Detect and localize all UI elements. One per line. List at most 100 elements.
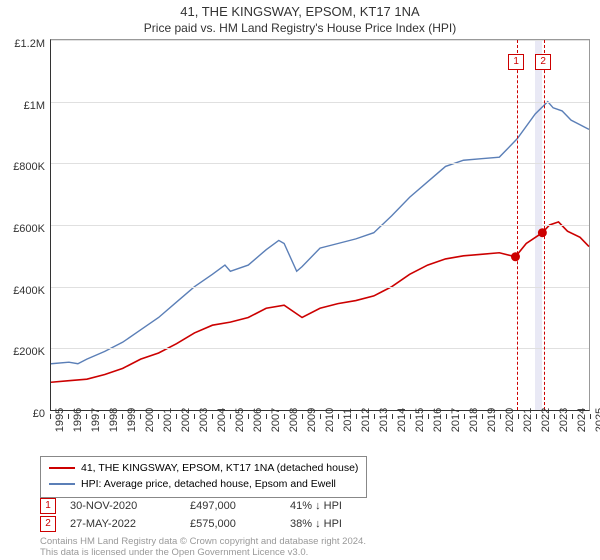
x-axis-label: 2020 [504,408,516,432]
x-tick [302,414,303,419]
y-axis-label: £1M [0,100,45,112]
data-marker [511,252,520,261]
x-axis-label: 2014 [396,408,408,432]
x-tick [554,414,555,419]
legend-label: HPI: Average price, detached house, Epso… [81,478,336,490]
x-axis-label: 2018 [468,408,480,432]
legend: 41, THE KINGSWAY, EPSOM, KT17 1NA (detac… [40,456,367,498]
x-axis-label: 2016 [432,408,444,432]
legend-item: 41, THE KINGSWAY, EPSOM, KT17 1NA (detac… [49,461,358,477]
gridline [51,225,589,226]
legend-label: 41, THE KINGSWAY, EPSOM, KT17 1NA (detac… [81,462,358,474]
y-axis-label: £400K [0,285,45,297]
x-tick [536,414,537,419]
x-tick [374,414,375,419]
x-axis-label: 2021 [522,408,534,432]
x-axis-label: 1998 [108,408,120,432]
x-tick [392,414,393,419]
x-axis-label: 2023 [558,408,570,432]
transaction-marker: 1 [40,498,56,514]
transaction-date: 30-NOV-2020 [70,500,190,512]
x-tick [194,414,195,419]
x-tick [140,414,141,419]
x-tick [86,414,87,419]
transaction-table: 1 30-NOV-2020£497,00041% ↓ HPI 2 27-MAY-202… [40,498,380,534]
x-axis-label: 2011 [342,408,354,432]
x-axis-label: 1995 [54,408,66,432]
y-axis-label: £200K [0,346,45,358]
x-axis-label: 2024 [576,408,588,432]
x-tick [518,414,519,419]
x-axis-label: 2019 [486,408,498,432]
x-tick [482,414,483,419]
x-tick [230,414,231,419]
x-axis-label: 2003 [198,408,210,432]
x-axis-label: 2022 [540,408,552,432]
annotation-line [544,40,545,410]
transaction-price: £575,000 [190,518,290,530]
x-tick [464,414,465,419]
x-tick [356,414,357,419]
x-axis-label: 2025 [594,408,600,432]
x-tick [266,414,267,419]
annotation-line [517,40,518,410]
x-axis-label: 2006 [252,408,264,432]
x-tick [104,414,105,419]
footer-line1: Contains HM Land Registry data © Crown c… [40,536,366,547]
legend-item: HPI: Average price, detached house, Epso… [49,477,358,493]
x-axis-label: 2002 [180,408,192,432]
y-axis-label: £1.2M [0,38,45,50]
x-tick [500,414,501,419]
gridline [51,287,589,288]
x-axis-label: 2004 [216,408,228,432]
gridline [51,348,589,349]
x-tick [284,414,285,419]
footer-attribution: Contains HM Land Registry data © Crown c… [40,536,366,559]
x-tick [248,414,249,419]
x-axis-label: 2000 [144,408,156,432]
x-tick [410,414,411,419]
x-tick [320,414,321,419]
legend-swatch [49,483,75,485]
x-axis-label: 1999 [126,408,138,432]
legend-swatch [49,467,75,469]
series-line [51,102,589,364]
x-axis-label: 2015 [414,408,426,432]
x-tick [446,414,447,419]
chart-subtitle: Price paid vs. HM Land Registry's House … [0,19,600,39]
data-marker [538,228,547,237]
x-axis-label: 2009 [306,408,318,432]
x-axis-label: 2017 [450,408,462,432]
x-axis-label: 2007 [270,408,282,432]
x-tick [176,414,177,419]
x-axis-label: 2013 [378,408,390,432]
x-axis-label: 2010 [324,408,336,432]
x-tick [122,414,123,419]
transaction-row: 227-MAY-2022£575,00038% ↓ HPI [40,516,380,534]
x-axis-label: 2001 [162,408,174,432]
x-axis-label: 2005 [234,408,246,432]
x-tick [572,414,573,419]
annotation-marker: 1 [508,54,524,70]
footer-line2: This data is licensed under the Open Gov… [40,547,366,558]
x-axis-label: 1996 [72,408,84,432]
transaction-pct: 41% ↓ HPI [290,500,380,512]
series-line [51,222,589,382]
transaction-price: £497,000 [190,500,290,512]
chart-title: 41, THE KINGSWAY, EPSOM, KT17 1NA [0,0,600,19]
y-axis-label: £600K [0,223,45,235]
transaction-date: 27-MAY-2022 [70,518,190,530]
x-tick [50,414,51,419]
transaction-marker: 2 [40,516,56,532]
x-tick [338,414,339,419]
x-tick [428,414,429,419]
x-tick [68,414,69,419]
y-axis-label: £800K [0,161,45,173]
x-tick [212,414,213,419]
transaction-row: 1 30-NOV-2020£497,00041% ↓ HPI [40,498,380,516]
x-axis-label: 2012 [360,408,372,432]
gridline [51,102,589,103]
x-axis-label: 2008 [288,408,300,432]
x-tick [158,414,159,419]
y-axis-label: £0 [0,408,45,420]
